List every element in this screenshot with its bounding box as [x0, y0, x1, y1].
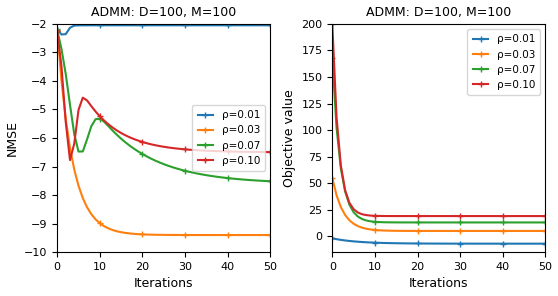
ρ=0.07 — [118, 137, 124, 141]
ρ=0.10 — [105, 123, 112, 126]
Line: ρ=0.10: ρ=0.10 — [329, 20, 549, 220]
ρ=0.07 — [542, 221, 549, 224]
ρ=0.07 — [329, 56, 336, 59]
ρ=0.03 — [263, 233, 270, 237]
Line: ρ=0.01: ρ=0.01 — [54, 22, 274, 38]
ρ=0.10 — [66, 158, 73, 162]
ρ=0.01 — [199, 24, 205, 27]
ρ=0.10 — [126, 136, 133, 139]
ρ=0.03 — [267, 233, 273, 237]
ρ=0.07 — [54, 28, 61, 32]
ρ=0.10 — [267, 150, 273, 154]
ρ=0.01 — [397, 242, 404, 245]
Line: ρ=0.03: ρ=0.03 — [54, 26, 274, 239]
Y-axis label: Objective value: Objective value — [283, 89, 296, 187]
X-axis label: Iterations: Iterations — [134, 277, 194, 290]
ρ=0.07 — [263, 179, 270, 183]
ρ=0.01 — [376, 241, 383, 244]
ρ=0.10 — [211, 149, 218, 153]
ρ=0.10 — [54, 30, 61, 33]
ρ=0.07 — [397, 221, 404, 224]
ρ=0.10 — [199, 149, 205, 152]
ρ=0.07 — [267, 179, 273, 183]
ρ=0.10 — [263, 150, 270, 154]
ρ=0.01 — [393, 242, 400, 245]
ρ=0.10 — [376, 214, 383, 218]
ρ=0.03 — [101, 224, 108, 228]
ρ=0.07 — [538, 221, 545, 224]
ρ=0.01 — [263, 24, 270, 27]
ρ=0.07 — [101, 120, 108, 123]
Legend: ρ=0.01, ρ=0.03, ρ=0.07, ρ=0.10: ρ=0.01, ρ=0.03, ρ=0.07, ρ=0.10 — [193, 105, 265, 171]
ρ=0.03 — [483, 229, 489, 233]
ρ=0.10 — [329, 22, 336, 26]
ρ=0.01 — [470, 242, 477, 245]
ρ=0.01 — [211, 24, 218, 27]
Line: ρ=0.07: ρ=0.07 — [329, 54, 549, 226]
ρ=0.07 — [122, 141, 129, 144]
ρ=0.03 — [118, 231, 124, 234]
ρ=0.03 — [542, 229, 549, 233]
Line: ρ=0.07: ρ=0.07 — [54, 26, 274, 185]
ρ=0.07 — [470, 221, 477, 224]
ρ=0.10 — [542, 214, 549, 218]
Line: ρ=0.10: ρ=0.10 — [54, 28, 274, 164]
ρ=0.01 — [54, 27, 61, 31]
ρ=0.01 — [483, 242, 489, 245]
Title: ADMM: D=100, M=100: ADMM: D=100, M=100 — [366, 6, 512, 19]
ρ=0.07 — [376, 220, 383, 224]
ρ=0.10 — [393, 214, 400, 218]
ρ=0.03 — [538, 229, 545, 233]
ρ=0.07 — [393, 221, 400, 224]
ρ=0.03 — [470, 229, 477, 233]
ρ=0.01 — [538, 242, 545, 245]
ρ=0.03 — [195, 233, 201, 237]
ρ=0.03 — [122, 231, 129, 235]
ρ=0.07 — [195, 172, 201, 176]
Line: ρ=0.01: ρ=0.01 — [329, 235, 549, 247]
ρ=0.01 — [105, 24, 112, 27]
ρ=0.03 — [397, 229, 404, 233]
ρ=0.01 — [126, 24, 133, 27]
ρ=0.10 — [483, 214, 489, 218]
ρ=0.03 — [376, 229, 383, 232]
Title: ADMM: D=100, M=100: ADMM: D=100, M=100 — [91, 6, 237, 19]
ρ=0.03 — [329, 176, 336, 180]
ρ=0.07 — [208, 174, 214, 178]
ρ=0.07 — [483, 221, 489, 224]
ρ=0.10 — [538, 214, 545, 218]
ρ=0.10 — [397, 214, 404, 218]
ρ=0.03 — [208, 233, 214, 237]
ρ=0.03 — [54, 28, 61, 31]
ρ=0.01 — [542, 242, 549, 245]
Legend: ρ=0.01, ρ=0.03, ρ=0.07, ρ=0.10: ρ=0.01, ρ=0.03, ρ=0.07, ρ=0.10 — [468, 29, 540, 95]
Y-axis label: NMSE: NMSE — [6, 120, 18, 156]
Line: ρ=0.03: ρ=0.03 — [329, 174, 549, 234]
ρ=0.10 — [470, 214, 477, 218]
ρ=0.01 — [267, 24, 273, 27]
ρ=0.01 — [58, 33, 65, 36]
ρ=0.03 — [393, 229, 400, 233]
ρ=0.01 — [329, 237, 336, 240]
ρ=0.10 — [122, 133, 129, 137]
ρ=0.01 — [122, 24, 129, 27]
X-axis label: Iterations: Iterations — [409, 277, 469, 290]
